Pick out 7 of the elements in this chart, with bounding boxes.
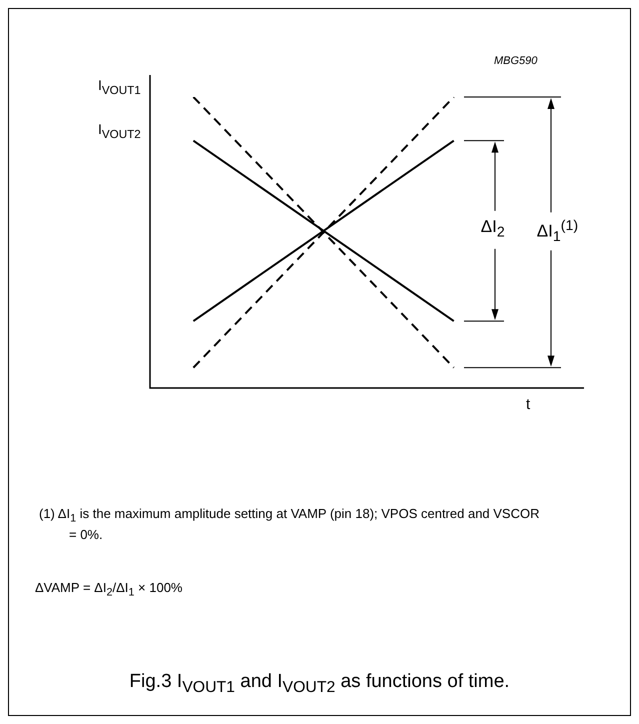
text: I$_{VOUT2}$ [98, 120, 142, 140]
x-axis-title: t [526, 396, 530, 413]
text: (1) ΔI$_{1}$ is the maximum amplitude setting at VAMP (pin 18); VPOS centred and VSCOR = 0%. [39, 506, 540, 543]
text: Fig.3 I$_{VOUT1}$ and I$_{VOUT2}$ as functions of time. [128, 671, 511, 697]
text: ΔVAMP = ΔI$_{2}$/ΔI$_{1}$ × 100% [35, 580, 182, 599]
text: I$_{VOUT1}$ [98, 77, 142, 97]
text: MBG590 [494, 55, 538, 67]
